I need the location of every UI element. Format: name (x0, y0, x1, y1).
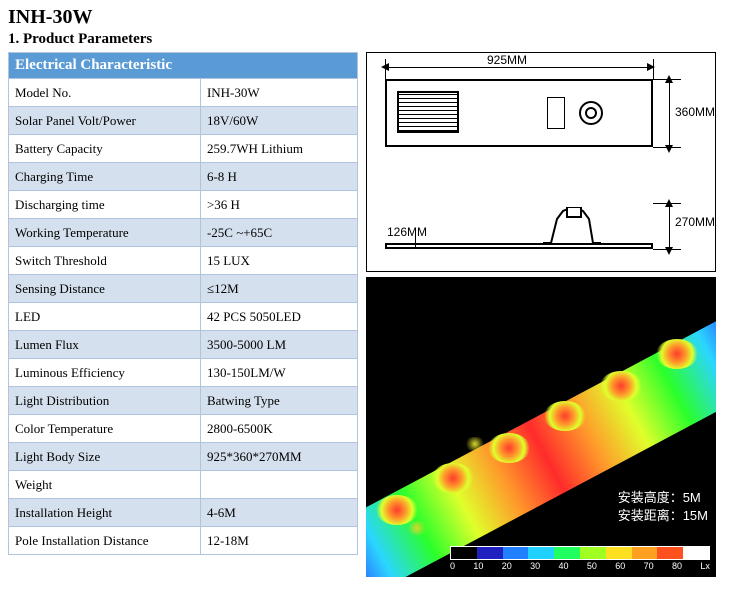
table-row: LED42 PCS 5050LED (9, 303, 358, 331)
spec-value: 42 PCS 5050LED (200, 303, 357, 331)
spec-header: Electrical Characteristic (9, 53, 358, 79)
scale-tick: 0 (450, 561, 455, 571)
spec-table: Electrical Characteristic Model No.INH-3… (8, 52, 358, 555)
spec-label: Switch Threshold (9, 247, 201, 275)
spec-value: 12-18M (200, 527, 357, 555)
scale-segment (503, 547, 529, 559)
table-row: Discharging time>36 H (9, 191, 358, 219)
scale-segment (657, 547, 683, 559)
spec-label: Lumen Flux (9, 331, 201, 359)
spec-label: Working Temperature (9, 219, 201, 247)
spec-label: Color Temperature (9, 415, 201, 443)
spec-value: Batwing Type (200, 387, 357, 415)
spec-value: INH-30W (200, 79, 357, 107)
scale-segment (451, 547, 477, 559)
scale-segment (632, 547, 658, 559)
spec-value: 259.7WH Lithium (200, 135, 357, 163)
spec-value: 130-150LM/W (200, 359, 357, 387)
scale-tick: 80 (672, 561, 682, 571)
table-row: Light DistributionBatwing Type (9, 387, 358, 415)
scale-segment (606, 547, 632, 559)
spec-label: Charging Time (9, 163, 201, 191)
scale-segment (683, 547, 709, 559)
spec-label: Light Distribution (9, 387, 201, 415)
cn-line2: 安装距离：15M (618, 507, 708, 525)
spec-label: Light Body Size (9, 443, 201, 471)
spec-value: 925*360*270MM (200, 443, 357, 471)
spec-label: Battery Capacity (9, 135, 201, 163)
table-row: Light Body Size925*360*270MM (9, 443, 358, 471)
dim-small: 126MM (387, 225, 427, 239)
scale-tick: 20 (502, 561, 512, 571)
spec-label: Weight (9, 471, 201, 499)
scale-segment (477, 547, 503, 559)
scale-tick: 40 (559, 561, 569, 571)
install-text: 安装高度：5M 安装距离：15M (618, 489, 708, 525)
spec-label: Model No. (9, 79, 201, 107)
spec-label: Solar Panel Volt/Power (9, 107, 201, 135)
table-row: Charging Time6-8 H (9, 163, 358, 191)
scale-segment (528, 547, 554, 559)
scale-segment (580, 547, 606, 559)
table-row: Solar Panel Volt/Power18V/60W (9, 107, 358, 135)
color-scale: 0 10 20 30 40 50 60 70 80 Lx (450, 546, 710, 571)
spec-value: 3500-5000 LM (200, 331, 357, 359)
table-row: Lumen Flux3500-5000 LM (9, 331, 358, 359)
spec-value: 18V/60W (200, 107, 357, 135)
spec-value: >36 H (200, 191, 357, 219)
scale-tick: 30 (530, 561, 540, 571)
cn-line1: 安装高度：5M (618, 489, 708, 507)
spec-value: ≤12M (200, 275, 357, 303)
spec-label: LED (9, 303, 201, 331)
table-row: Color Temperature2800-6500K (9, 415, 358, 443)
spec-value: 6-8 H (200, 163, 357, 191)
table-row: Switch Threshold15 LUX (9, 247, 358, 275)
table-row: Model No.INH-30W (9, 79, 358, 107)
spec-value: 2800-6500K (200, 415, 357, 443)
spec-table-container: Electrical Characteristic Model No.INH-3… (8, 52, 358, 577)
dim-height-upper: 360MM (675, 105, 715, 119)
scale-tick: 60 (615, 561, 625, 571)
spec-value: 4-6M (200, 499, 357, 527)
table-row: Working Temperature-25C ~+65C (9, 219, 358, 247)
spec-label: Luminous Efficiency (9, 359, 201, 387)
scale-tick: 10 (473, 561, 483, 571)
spec-label: Installation Height (9, 499, 201, 527)
scale-tick: Lx (700, 561, 710, 571)
scale-tick: 70 (644, 561, 654, 571)
spec-label: Discharging time (9, 191, 201, 219)
table-row: Pole Installation Distance12-18M (9, 527, 358, 555)
page-title: INH-30W (8, 6, 722, 29)
spec-value (200, 471, 357, 499)
spec-label: Sensing Distance (9, 275, 201, 303)
table-row: Battery Capacity259.7WH Lithium (9, 135, 358, 163)
table-row: Sensing Distance≤12M (9, 275, 358, 303)
scale-tick: 50 (587, 561, 597, 571)
dim-width: 925MM (487, 53, 527, 67)
spec-value: -25C ~+65C (200, 219, 357, 247)
photometric-diagram: 安装高度：5M 安装距离：15M 0 10 20 30 40 50 60 70 80 Lx (366, 277, 716, 577)
table-row: Weight (9, 471, 358, 499)
dim-height-lower: 270MM (675, 215, 715, 229)
table-row: Installation Height4-6M (9, 499, 358, 527)
table-row: Luminous Efficiency130-150LM/W (9, 359, 358, 387)
spec-value: 15 LUX (200, 247, 357, 275)
scale-segment (554, 547, 580, 559)
spec-label: Pole Installation Distance (9, 527, 201, 555)
section-heading: 1. Product Parameters (8, 31, 722, 48)
technical-drawing: 925MM 360MM (366, 52, 716, 272)
